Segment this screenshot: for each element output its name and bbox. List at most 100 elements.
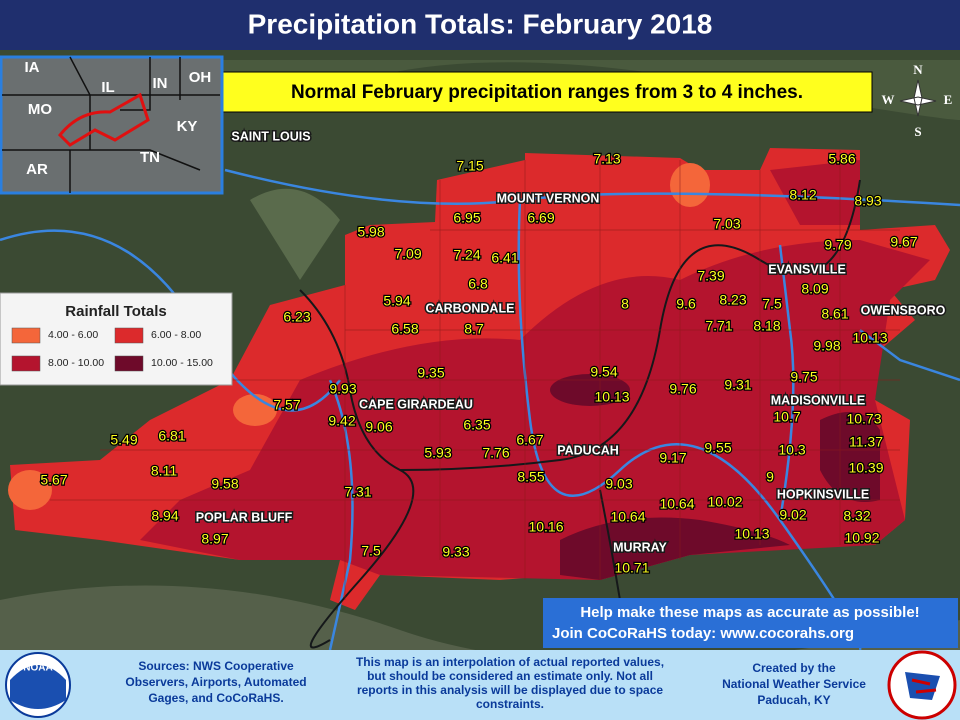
station-total: 9.75 (790, 369, 817, 385)
zone-4-6 (670, 163, 710, 207)
station-total: 7.24 (453, 247, 480, 263)
station-total: 11.37 (849, 434, 883, 450)
station-total: 7.71 (705, 318, 732, 334)
state-label: AR (26, 161, 48, 178)
station-total: 5.86 (828, 151, 855, 167)
legend-title: Rainfall Totals (65, 303, 166, 320)
legend: Rainfall Totals 4.00 - 6.00 6.00 - 8.00 8.… (0, 292, 233, 386)
state-label: MO (28, 101, 52, 118)
station-total: 9.54 (590, 364, 617, 380)
state-label: IN (153, 75, 168, 92)
station-total: 9.76 (669, 381, 696, 397)
noaa-logo: NOAA (5, 652, 71, 718)
legend-label: 4.00 - 6.00 (48, 329, 98, 341)
city-label: MADISONVILLE (771, 393, 865, 407)
station-total: 7.31 (344, 484, 371, 500)
legend-swatch (11, 355, 41, 372)
station-total: 9 (766, 469, 774, 485)
station-total: 6.58 (391, 321, 418, 337)
station-total: 9.42 (328, 413, 355, 429)
station-total: 10.64 (610, 509, 645, 525)
city-label: MURRAY (613, 540, 667, 554)
station-total: 9.33 (442, 544, 469, 560)
disclaimer-line: but should be considered an estimate onl… (367, 669, 653, 683)
station-total: 6.35 (463, 417, 490, 433)
station-total: 10.39 (848, 460, 883, 476)
station-total: 8.11 (151, 463, 177, 479)
city-label: MOUNT VERNON (497, 191, 600, 205)
legend-label: 6.00 - 8.00 (151, 329, 201, 341)
footer (0, 650, 960, 720)
station-total: 10.16 (528, 519, 563, 535)
station-total: 9.79 (824, 237, 851, 253)
station-total: 5.93 (424, 445, 451, 461)
station-total: 8.18 (753, 318, 780, 334)
state-label: TN (140, 149, 160, 166)
station-total: 5.94 (383, 293, 410, 309)
zone-8-10 (770, 160, 860, 225)
station-total: 9.03 (605, 476, 632, 492)
station-total: 9.67 (890, 234, 917, 250)
noaa-text: NOAA (23, 663, 52, 674)
station-total: 7.15 (456, 158, 483, 174)
inset-map: IA IL IN OH MO KY AR TN (0, 55, 224, 195)
sources-line: Gages, and CoCoRaHS. (148, 691, 283, 705)
station-total: 8 (621, 296, 629, 312)
station-total: 10.02 (707, 494, 742, 510)
disclaimer-line: constraints. (476, 697, 544, 711)
disclaimer-line: This map is an interpolation of actual r… (356, 655, 664, 669)
city-label: CAPE GIRARDEAU (359, 397, 473, 411)
zone-10-15 (560, 517, 790, 580)
station-total: 10.13 (734, 526, 769, 542)
station-total: 9.35 (417, 365, 444, 381)
station-total: 8.97 (201, 531, 228, 547)
station-total: 10.13 (852, 330, 887, 346)
station-total: 8.32 (843, 508, 870, 524)
credit-line: Created by the (752, 661, 836, 675)
legend-label: 10.00 - 15.00 (151, 357, 213, 369)
station-total: 8.7 (464, 321, 484, 337)
city-label: EVANSVILLE (768, 262, 846, 276)
station-total: 6.95 (453, 210, 480, 226)
station-total: 9.02 (779, 507, 806, 523)
station-total: 10.92 (844, 530, 879, 546)
state-label: OH (189, 69, 212, 86)
zone-10-15 (550, 374, 630, 406)
state-label: IL (101, 79, 114, 96)
station-total: 9.98 (813, 338, 840, 354)
nws-logo (887, 650, 957, 720)
station-total: 6.81 (158, 428, 185, 444)
station-total: 10.3 (778, 442, 805, 458)
station-total: 7.5 (361, 543, 381, 559)
station-total: 10.7 (773, 409, 800, 425)
rainfall-region (8, 148, 950, 610)
station-total: 6.23 (283, 309, 310, 325)
roads (0, 168, 960, 651)
compass-letter: S (914, 124, 921, 139)
legend-swatch (11, 327, 41, 344)
legend-swatch (114, 355, 144, 372)
legend-label: 8.00 - 10.00 (48, 357, 104, 369)
station-total: 7.5 (762, 296, 782, 312)
city-label: POPLAR BLUFF (196, 510, 293, 524)
zone-10-15 (820, 412, 880, 502)
station-total: 8.93 (854, 193, 881, 209)
callout-line: Help make these maps as accurate as poss… (580, 604, 919, 621)
compass-letter: W (882, 92, 895, 107)
station-total: 8.09 (801, 281, 828, 297)
station-total: 6.67 (516, 432, 543, 448)
station-total: 6.41 (491, 250, 518, 266)
city-label: OWENSBORO (861, 303, 946, 317)
city-label: SAINT LOUIS (231, 129, 310, 143)
station-total: 10.13 (594, 389, 629, 405)
credit-line: Paducah, KY (757, 693, 830, 707)
station-total: 8.12 (789, 187, 816, 203)
legend-swatch (114, 327, 144, 344)
city-label: PADUCAH (557, 443, 619, 457)
station-total: 9.6 (676, 296, 696, 312)
credit-line: National Weather Service (722, 677, 866, 691)
title-bar (0, 0, 960, 50)
station-total: 7.57 (273, 397, 300, 413)
station-total: 8.23 (719, 292, 746, 308)
